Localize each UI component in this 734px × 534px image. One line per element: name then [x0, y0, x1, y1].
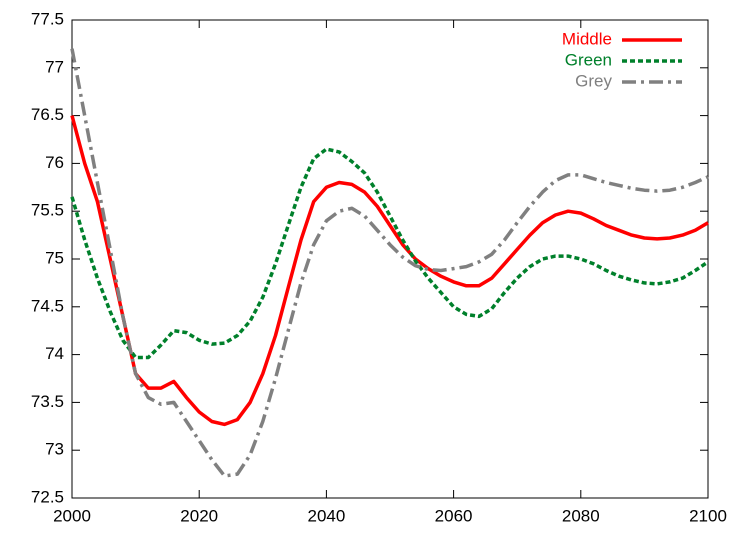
x-tick-label: 2020 [180, 506, 218, 525]
y-tick-label: 74.5 [31, 296, 64, 315]
y-tick-label: 76 [45, 153, 64, 172]
y-tick-label: 73.5 [31, 392, 64, 411]
legend-label: Green [565, 50, 612, 69]
y-tick-label: 72.5 [31, 487, 64, 506]
series-line [70, 147, 709, 360]
plot-frame [71, 19, 709, 499]
y-tick-label: 77.5 [31, 9, 64, 28]
y-tick-label: 75 [45, 248, 64, 267]
y-tick-label: 77 [45, 57, 64, 76]
x-tick-label: 2100 [689, 506, 727, 525]
y-tick-label: 75.5 [31, 201, 64, 220]
y-tick-label: 74 [45, 344, 64, 363]
y-tick-label: 73 [45, 440, 64, 459]
x-tick-label: 2080 [562, 506, 600, 525]
legend-label: Grey [575, 71, 612, 90]
series-line [70, 48, 709, 478]
x-tick-label: 2000 [53, 506, 91, 525]
legend-label: Middle [562, 29, 612, 48]
x-tick-label: 2040 [307, 506, 345, 525]
series-line [70, 115, 709, 427]
y-tick-label: 76.5 [31, 105, 64, 124]
x-tick-label: 2060 [435, 506, 473, 525]
